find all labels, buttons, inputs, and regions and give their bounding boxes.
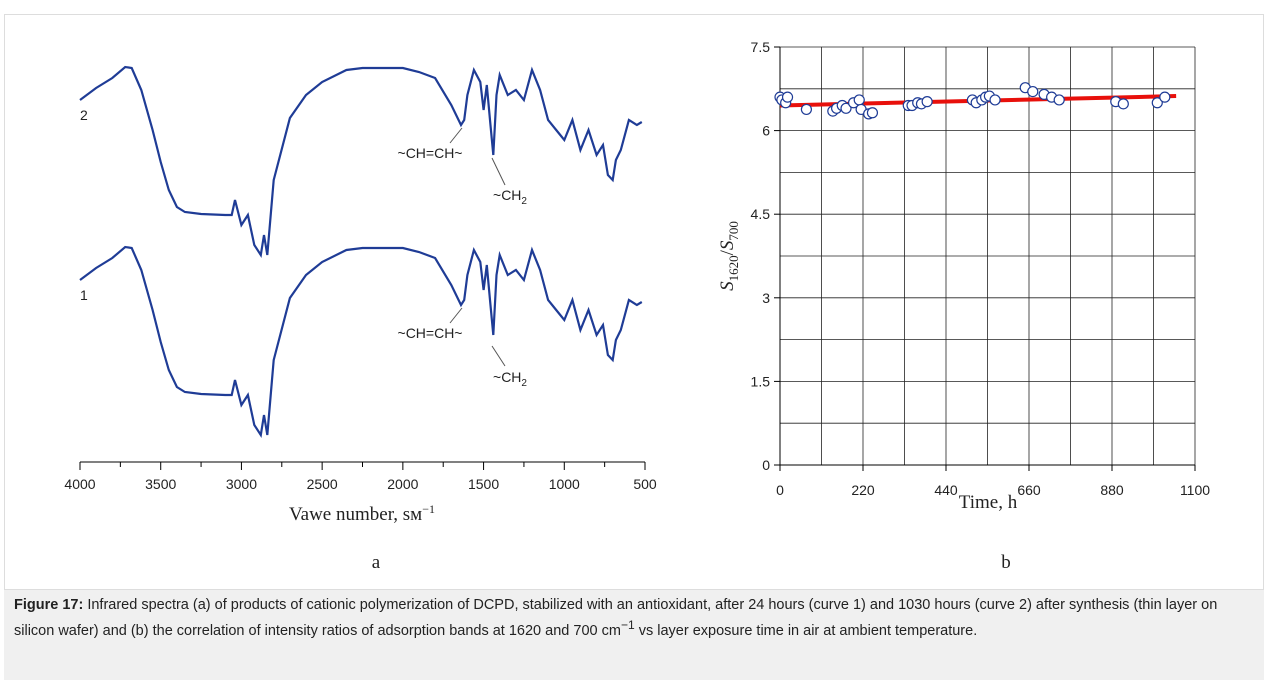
x-tick-label: 4000 — [64, 476, 95, 492]
annotation-text: ~CH=CH~ — [398, 145, 463, 161]
annotation-leader — [491, 345, 506, 367]
y-tick-label: 7.5 — [751, 39, 771, 55]
y-axis-label-text: / — [717, 249, 738, 255]
y-axis-label-text: S — [717, 281, 738, 291]
annotation-text: ~CH — [493, 187, 521, 203]
y-axis-label-sub: 700 — [726, 221, 741, 241]
caption-text: Infrared spectra (a) of products of cati… — [14, 597, 1218, 639]
x-tick-label: 660 — [1017, 482, 1041, 498]
x-tick-label: 2000 — [387, 476, 418, 492]
annotation-text: ~CH=CH~ — [398, 325, 463, 341]
annotation: ~CH2 — [493, 187, 527, 207]
caption-tail: vs layer exposure time in air at ambient… — [634, 622, 978, 639]
scatter-point — [853, 94, 865, 106]
x-axis-label-sup: −1 — [422, 502, 435, 516]
scatter-point — [1117, 98, 1129, 110]
scatter-point — [840, 102, 852, 114]
y-axis-label-text: S — [717, 240, 738, 250]
scatter-point — [800, 103, 813, 116]
x-tick-label: 1100 — [1180, 482, 1210, 498]
caption-sup: −1 — [620, 618, 635, 632]
scatter-point — [1151, 97, 1163, 109]
x-tick-label: 3500 — [145, 476, 176, 492]
scatter-point — [1053, 94, 1065, 106]
annotation: ~CH=CH~ — [398, 325, 463, 341]
annotation-text: ~CH — [493, 369, 521, 385]
spectrum-line — [79, 65, 643, 258]
scatter-point — [921, 96, 933, 108]
panel-label: a — [372, 552, 381, 573]
y-axis-label-sub: 1620 — [726, 255, 741, 281]
x-tick-label: 880 — [1100, 482, 1124, 498]
scatter-point — [1027, 85, 1039, 98]
y-axis-label: S1620/S700 — [717, 221, 741, 291]
x-tick-label: 2500 — [307, 476, 338, 492]
annotation: ~CH2 — [493, 369, 527, 389]
annotation: ~CH=CH~ — [398, 145, 463, 161]
x-axis-label: Time, h — [959, 492, 1018, 513]
y-tick-label: 0 — [762, 457, 770, 473]
figure: 4000 3500 3000 2500 2000 1500 1000 500 Vawe numb… — [64, 39, 1210, 573]
y-tick-label: 4.5 — [751, 206, 771, 222]
annotation-sub: 2 — [521, 378, 527, 389]
y-tick-label: 1.5 — [751, 373, 771, 389]
x-tick-label: 1500 — [468, 476, 499, 492]
figure-frame — [4, 14, 1264, 590]
curve-label: 2 — [80, 107, 88, 123]
annotation-leader — [491, 157, 506, 186]
x-tick-label: 1000 — [549, 476, 580, 492]
caption-label: Figure 17: — [14, 597, 84, 613]
x-tick-label: 500 — [633, 476, 657, 492]
annotation-leader — [449, 307, 463, 324]
y-tick-label: 6 — [762, 123, 770, 139]
curve-label: 1 — [80, 287, 88, 303]
x-tick-label: 3000 — [226, 476, 257, 492]
scatter-point — [781, 91, 794, 103]
x-tick-label: 220 — [851, 482, 875, 498]
spectrum-line — [79, 245, 643, 438]
x-tick-label: 440 — [934, 482, 958, 498]
panel-label: b — [1001, 552, 1011, 573]
caption: Figure 17: Infrared spectra (a) of produ… — [4, 590, 1264, 680]
scatter-point — [989, 94, 1001, 106]
y-tick-label: 3 — [762, 290, 770, 306]
annotation-sub: 2 — [521, 196, 527, 207]
scatter-point — [1159, 91, 1171, 103]
x-axis-label: Vawe number, sм−1 — [289, 502, 435, 525]
annotation-leader — [449, 127, 463, 144]
scatter-point — [866, 107, 879, 119]
x-tick-label: 0 — [776, 482, 784, 498]
x-axis-label-text: Vawe number, sм — [289, 504, 422, 525]
